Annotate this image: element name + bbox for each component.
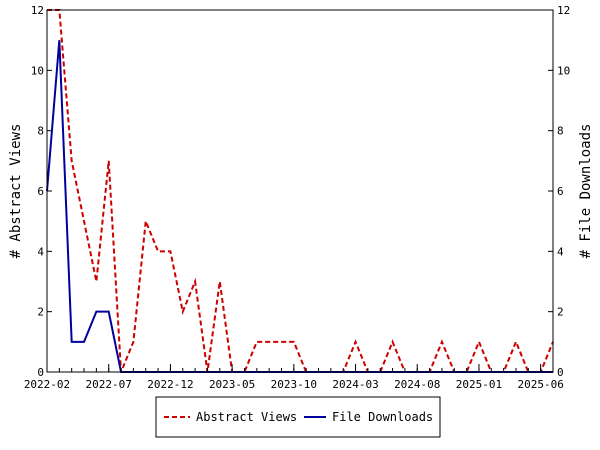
x-tick-label: 2022-12	[147, 378, 193, 391]
left-y-tick-label: 4	[37, 245, 44, 258]
legend: Abstract Views File Downloads	[155, 396, 441, 438]
legend-label-abstract-views: Abstract Views	[196, 410, 297, 424]
x-tick-label: 2024-03	[332, 378, 378, 391]
x-tick-label: 2025-01	[456, 378, 502, 391]
left-y-tick-label: 2	[37, 306, 44, 319]
x-tick-label: 2023-05	[209, 378, 255, 391]
left-y-tick-label: 6	[37, 185, 44, 198]
left-y-tick-label: 12	[31, 4, 44, 17]
x-tick-label: 2022-07	[86, 378, 132, 391]
right-y-tick-label: 8	[557, 125, 564, 138]
legend-label-file-downloads: File Downloads	[332, 410, 433, 424]
right-y-tick-label: 12	[557, 4, 570, 17]
ticks-layer: 0 0 2 2 4 4 6 6 8 8 10 10 12 12 2022-02 2022-07 2022-12 2…	[24, 4, 570, 391]
left-y-tick-label: 8	[37, 125, 44, 138]
legend-box	[155, 396, 441, 438]
left-y-tick-label: 10	[31, 64, 44, 77]
x-tick-label: 2025-06	[517, 378, 563, 391]
right-y-tick-label: 6	[557, 185, 564, 198]
right-y-tick-label: 2	[557, 306, 564, 319]
right-y-tick-label: 0	[557, 366, 564, 379]
x-tick-label: 2023-10	[271, 378, 317, 391]
right-y-tick-label: 10	[557, 64, 570, 77]
x-tick-label: 2022-02	[24, 378, 70, 391]
left-y-tick-label: 0	[37, 366, 44, 379]
series-line-abstract-views	[47, 9, 554, 373]
left-axis-title: # Abstract Views	[8, 124, 24, 259]
right-axis-title: # File Downloads	[578, 124, 594, 259]
right-y-tick-label: 4	[557, 245, 564, 258]
x-tick-label: 2024-08	[394, 378, 440, 391]
